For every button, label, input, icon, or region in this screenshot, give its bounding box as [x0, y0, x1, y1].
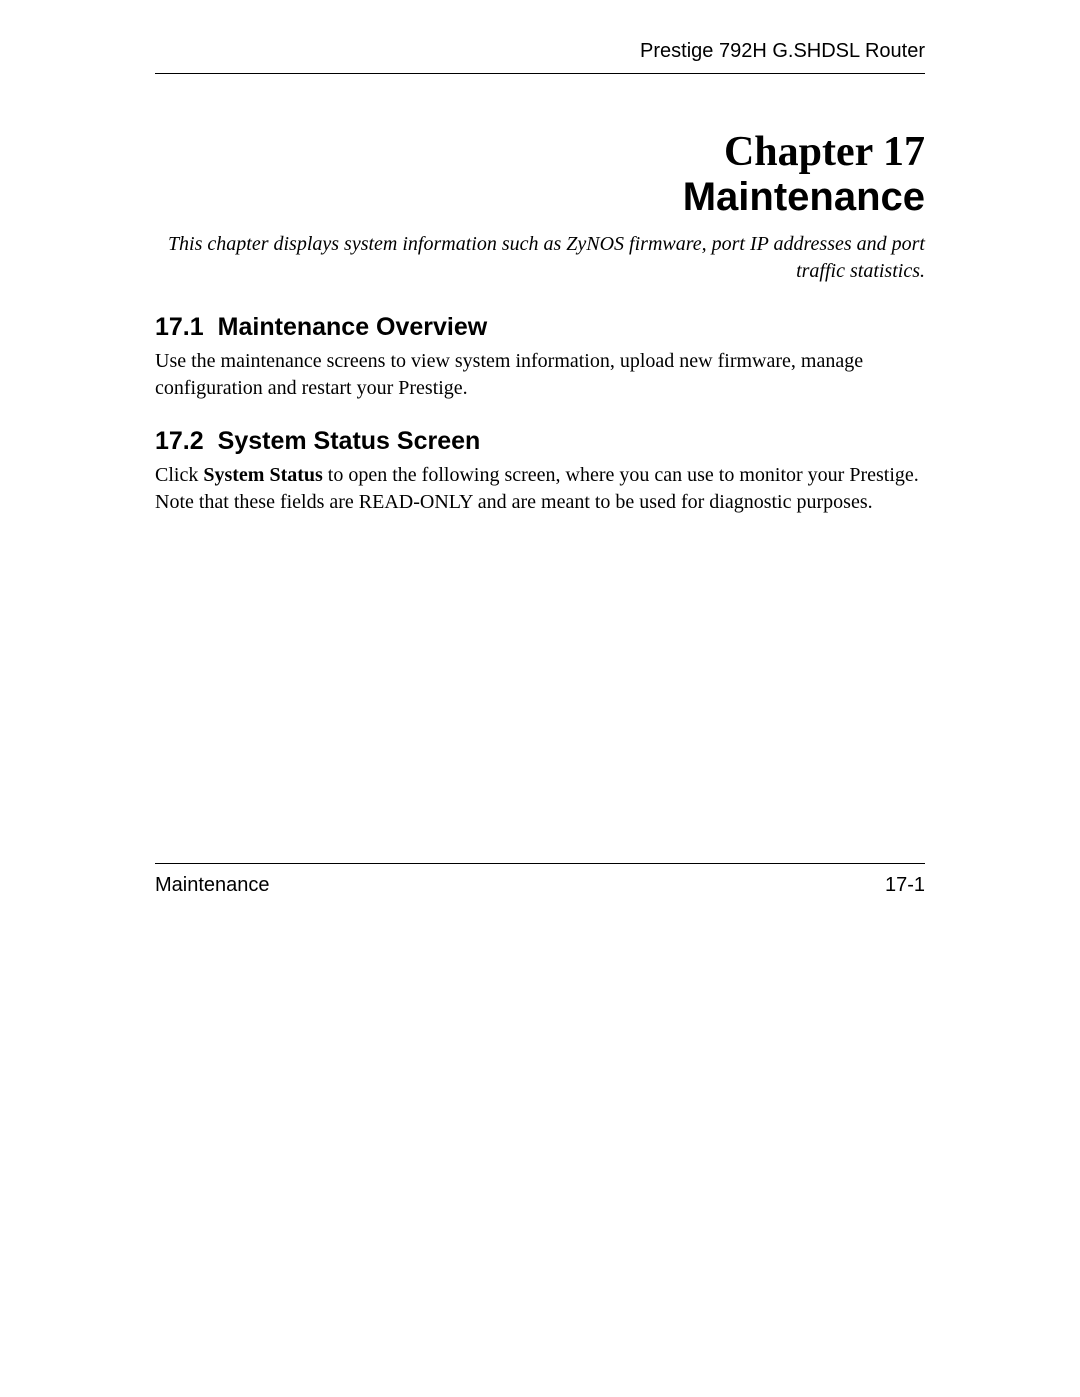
chapter-number: Chapter 17: [155, 129, 925, 175]
body-bold: System Status: [203, 464, 322, 486]
chapter-description-line1: This chapter displays system information…: [168, 233, 925, 255]
section-title: System Status Screen: [218, 427, 481, 455]
page-header: Prestige 792H G.SHDSL Router: [155, 40, 925, 74]
header-product-name: Prestige 792H G.SHDSL Router: [640, 40, 925, 62]
section-body-17-1: Use the maintenance screens to view syst…: [155, 348, 925, 401]
chapter-heading: Chapter 17 Maintenance: [155, 129, 925, 219]
page-content: Prestige 792H G.SHDSL Router Chapter 17 …: [155, 40, 925, 897]
section-heading-17-2: 17.2 System Status Screen: [155, 427, 925, 456]
section-heading-17-1: 17.1 Maintenance Overview: [155, 313, 925, 342]
section-title: Maintenance Overview: [218, 313, 488, 341]
body-prefix: Click: [155, 464, 203, 486]
footer-right: 17-1: [885, 874, 925, 897]
chapter-title: Maintenance: [155, 175, 925, 219]
section-number: 17.1: [155, 313, 204, 341]
footer-left: Maintenance: [155, 874, 270, 897]
section-body-17-2: Click System Status to open the followin…: [155, 462, 925, 515]
section-number: 17.2: [155, 427, 204, 455]
footer-line: Maintenance 17-1: [155, 863, 925, 897]
chapter-description-line2: traffic statistics.: [796, 260, 925, 282]
chapter-description: This chapter displays system information…: [155, 231, 925, 285]
page-footer: Maintenance 17-1: [155, 863, 925, 897]
